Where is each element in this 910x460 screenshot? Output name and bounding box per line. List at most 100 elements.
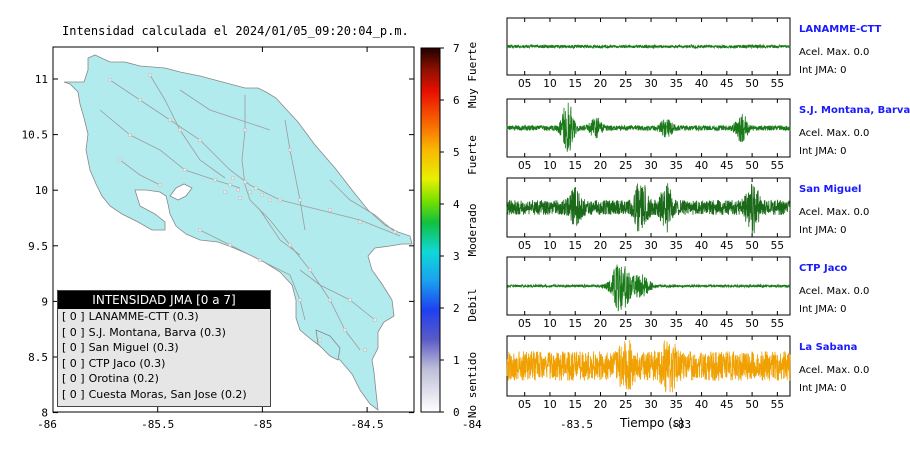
- legend-row: [ 0 ] S.J. Montana, Barva (0.3): [58, 325, 270, 341]
- town-marker: [318, 338, 322, 342]
- town-marker: [243, 180, 247, 184]
- panel-tick-label: 20: [594, 399, 607, 411]
- road: [109, 79, 401, 237]
- town-marker: [358, 220, 362, 224]
- road: [241, 95, 251, 201]
- panel-tick-label: 35: [670, 160, 683, 172]
- panel-tick-label: 30: [644, 160, 657, 172]
- town-marker: [108, 78, 112, 82]
- map-axes: -86 -85.5 -85 -84.5 -84 -83.5 -83 11 10.5 10 9.5 9 8…: [22, 47, 691, 431]
- panel-tick-label: 40: [695, 160, 708, 172]
- panel-tick-label: 15: [569, 318, 582, 330]
- town-marker: [228, 243, 232, 247]
- map-y-tick-label: 9: [41, 295, 48, 308]
- panel-tick-label: 35: [670, 240, 683, 252]
- panel-tick-label: 10: [543, 78, 556, 90]
- road: [259, 209, 301, 256]
- town-marker: [308, 268, 312, 272]
- panel-tick-label: 50: [745, 399, 758, 411]
- town-marker: [231, 176, 235, 180]
- panel-tick-label: 45: [720, 240, 733, 252]
- town-marker: [328, 208, 332, 212]
- legend-row-value: [ 0 ]: [62, 387, 85, 401]
- town-marker: [236, 188, 240, 192]
- panel-tick-label: 25: [619, 78, 632, 90]
- town-marker: [298, 298, 302, 302]
- panel-tick-label: 50: [745, 78, 758, 90]
- intensity-legend: INTENSIDAD JMA [0 a 7] [ 0 ] LANAMME-CTT …: [57, 290, 271, 407]
- map-x-tick-label: -83.5: [560, 418, 593, 431]
- seismogram-panel: 05 10 15 20 25 30 35 40 45 50 55: [506, 17, 791, 90]
- town-markers: [108, 73, 397, 352]
- panel-tick-label: 15: [569, 78, 582, 90]
- town-marker: [278, 198, 282, 202]
- station-intensity: Int JMA: 0: [799, 146, 847, 157]
- panel-tick-label: 10: [543, 399, 556, 411]
- panel-tick-label: 15: [569, 240, 582, 252]
- town-marker: [254, 186, 258, 190]
- station-name: San Miguel: [799, 184, 862, 195]
- map-x-tick-label: -86: [37, 418, 57, 431]
- road: [299, 269, 376, 321]
- map-y-tick-label: 8: [41, 407, 48, 420]
- station-acceleration: Acel. Max. 0.0: [799, 365, 870, 376]
- legend-row-label: S.J. Montana, Barva (0.3): [88, 325, 226, 339]
- town-marker: [328, 298, 332, 302]
- panel-tick-label: 15: [569, 160, 582, 172]
- road: [99, 109, 241, 189]
- panel-tick-label: 30: [644, 78, 657, 90]
- legend-row-value: [ 0 ]: [62, 325, 85, 339]
- panel-tick-label: 05: [518, 240, 531, 252]
- land-shape: [63, 54, 413, 411]
- panel-tick-label: 35: [670, 78, 683, 90]
- station-acceleration: Acel. Max. 0.0: [799, 47, 870, 58]
- legend-row-label: LANAMME-CTT (0.3): [88, 310, 199, 323]
- legend-row-value: [ 0 ]: [62, 310, 85, 323]
- panel-tick-label: 25: [619, 399, 632, 411]
- town-marker: [178, 128, 182, 132]
- map-x-tick-label: -85: [252, 418, 272, 431]
- panel-tick-label: 20: [594, 318, 607, 330]
- panel-tick-label: 30: [644, 240, 657, 252]
- panel-tick-label: 25: [619, 318, 632, 330]
- station-intensity: Int JMA: 0: [799, 65, 847, 76]
- panel-tick-label: 15: [569, 399, 582, 411]
- town-marker: [393, 230, 397, 234]
- panel-tick-label: 45: [720, 78, 733, 90]
- panel-tick-label: 50: [745, 160, 758, 172]
- panel-tick-label: 05: [518, 318, 531, 330]
- panel-tick-label: 05: [518, 160, 531, 172]
- seismogram-panel: 05 10 15 20 25 30 35 40 45 50 55: [506, 98, 791, 172]
- town-marker: [158, 183, 162, 187]
- map-title: Intensidad calculada el 2024/01/05_09:20…: [62, 24, 409, 38]
- town-marker: [198, 138, 202, 142]
- town-marker: [243, 128, 247, 132]
- road: [199, 229, 306, 321]
- panel-tick-label: 20: [594, 78, 607, 90]
- panel-tick-label: 40: [695, 78, 708, 90]
- panel-tick-label: 50: [745, 318, 758, 330]
- panel-tick-label: 25: [619, 240, 632, 252]
- panel-tick-label: 50: [745, 240, 758, 252]
- legend-row: [ 0 ] Orotina (0.2): [58, 371, 270, 387]
- panel-tick-label: 10: [543, 318, 556, 330]
- town-marker: [223, 190, 227, 194]
- panel-tick-label: 05: [518, 399, 531, 411]
- town-marker: [118, 158, 122, 162]
- legend-row-label: Orotina (0.2): [88, 372, 159, 386]
- map-x-tick-label: -84.5: [351, 418, 384, 431]
- seismogram-trace: [506, 43, 791, 50]
- station-name: La Sabana: [799, 342, 858, 353]
- map-x-tick-label: -83: [671, 418, 691, 431]
- panel-tick-label: 35: [670, 318, 683, 330]
- station-intensity: Int JMA: 0: [799, 225, 847, 236]
- station-intensity: Int JMA: 0: [799, 304, 847, 315]
- panel-tick-label: 40: [695, 399, 708, 411]
- panel-tick-label: 45: [720, 399, 733, 411]
- road: [179, 89, 271, 131]
- map-y-tick-label: 11: [35, 73, 48, 86]
- town-marker: [298, 198, 302, 202]
- panel-tick-label: 55: [771, 318, 784, 330]
- station-intensity: Int JMA: 0: [799, 383, 847, 394]
- map-y-tick-label: 8.5: [28, 351, 48, 364]
